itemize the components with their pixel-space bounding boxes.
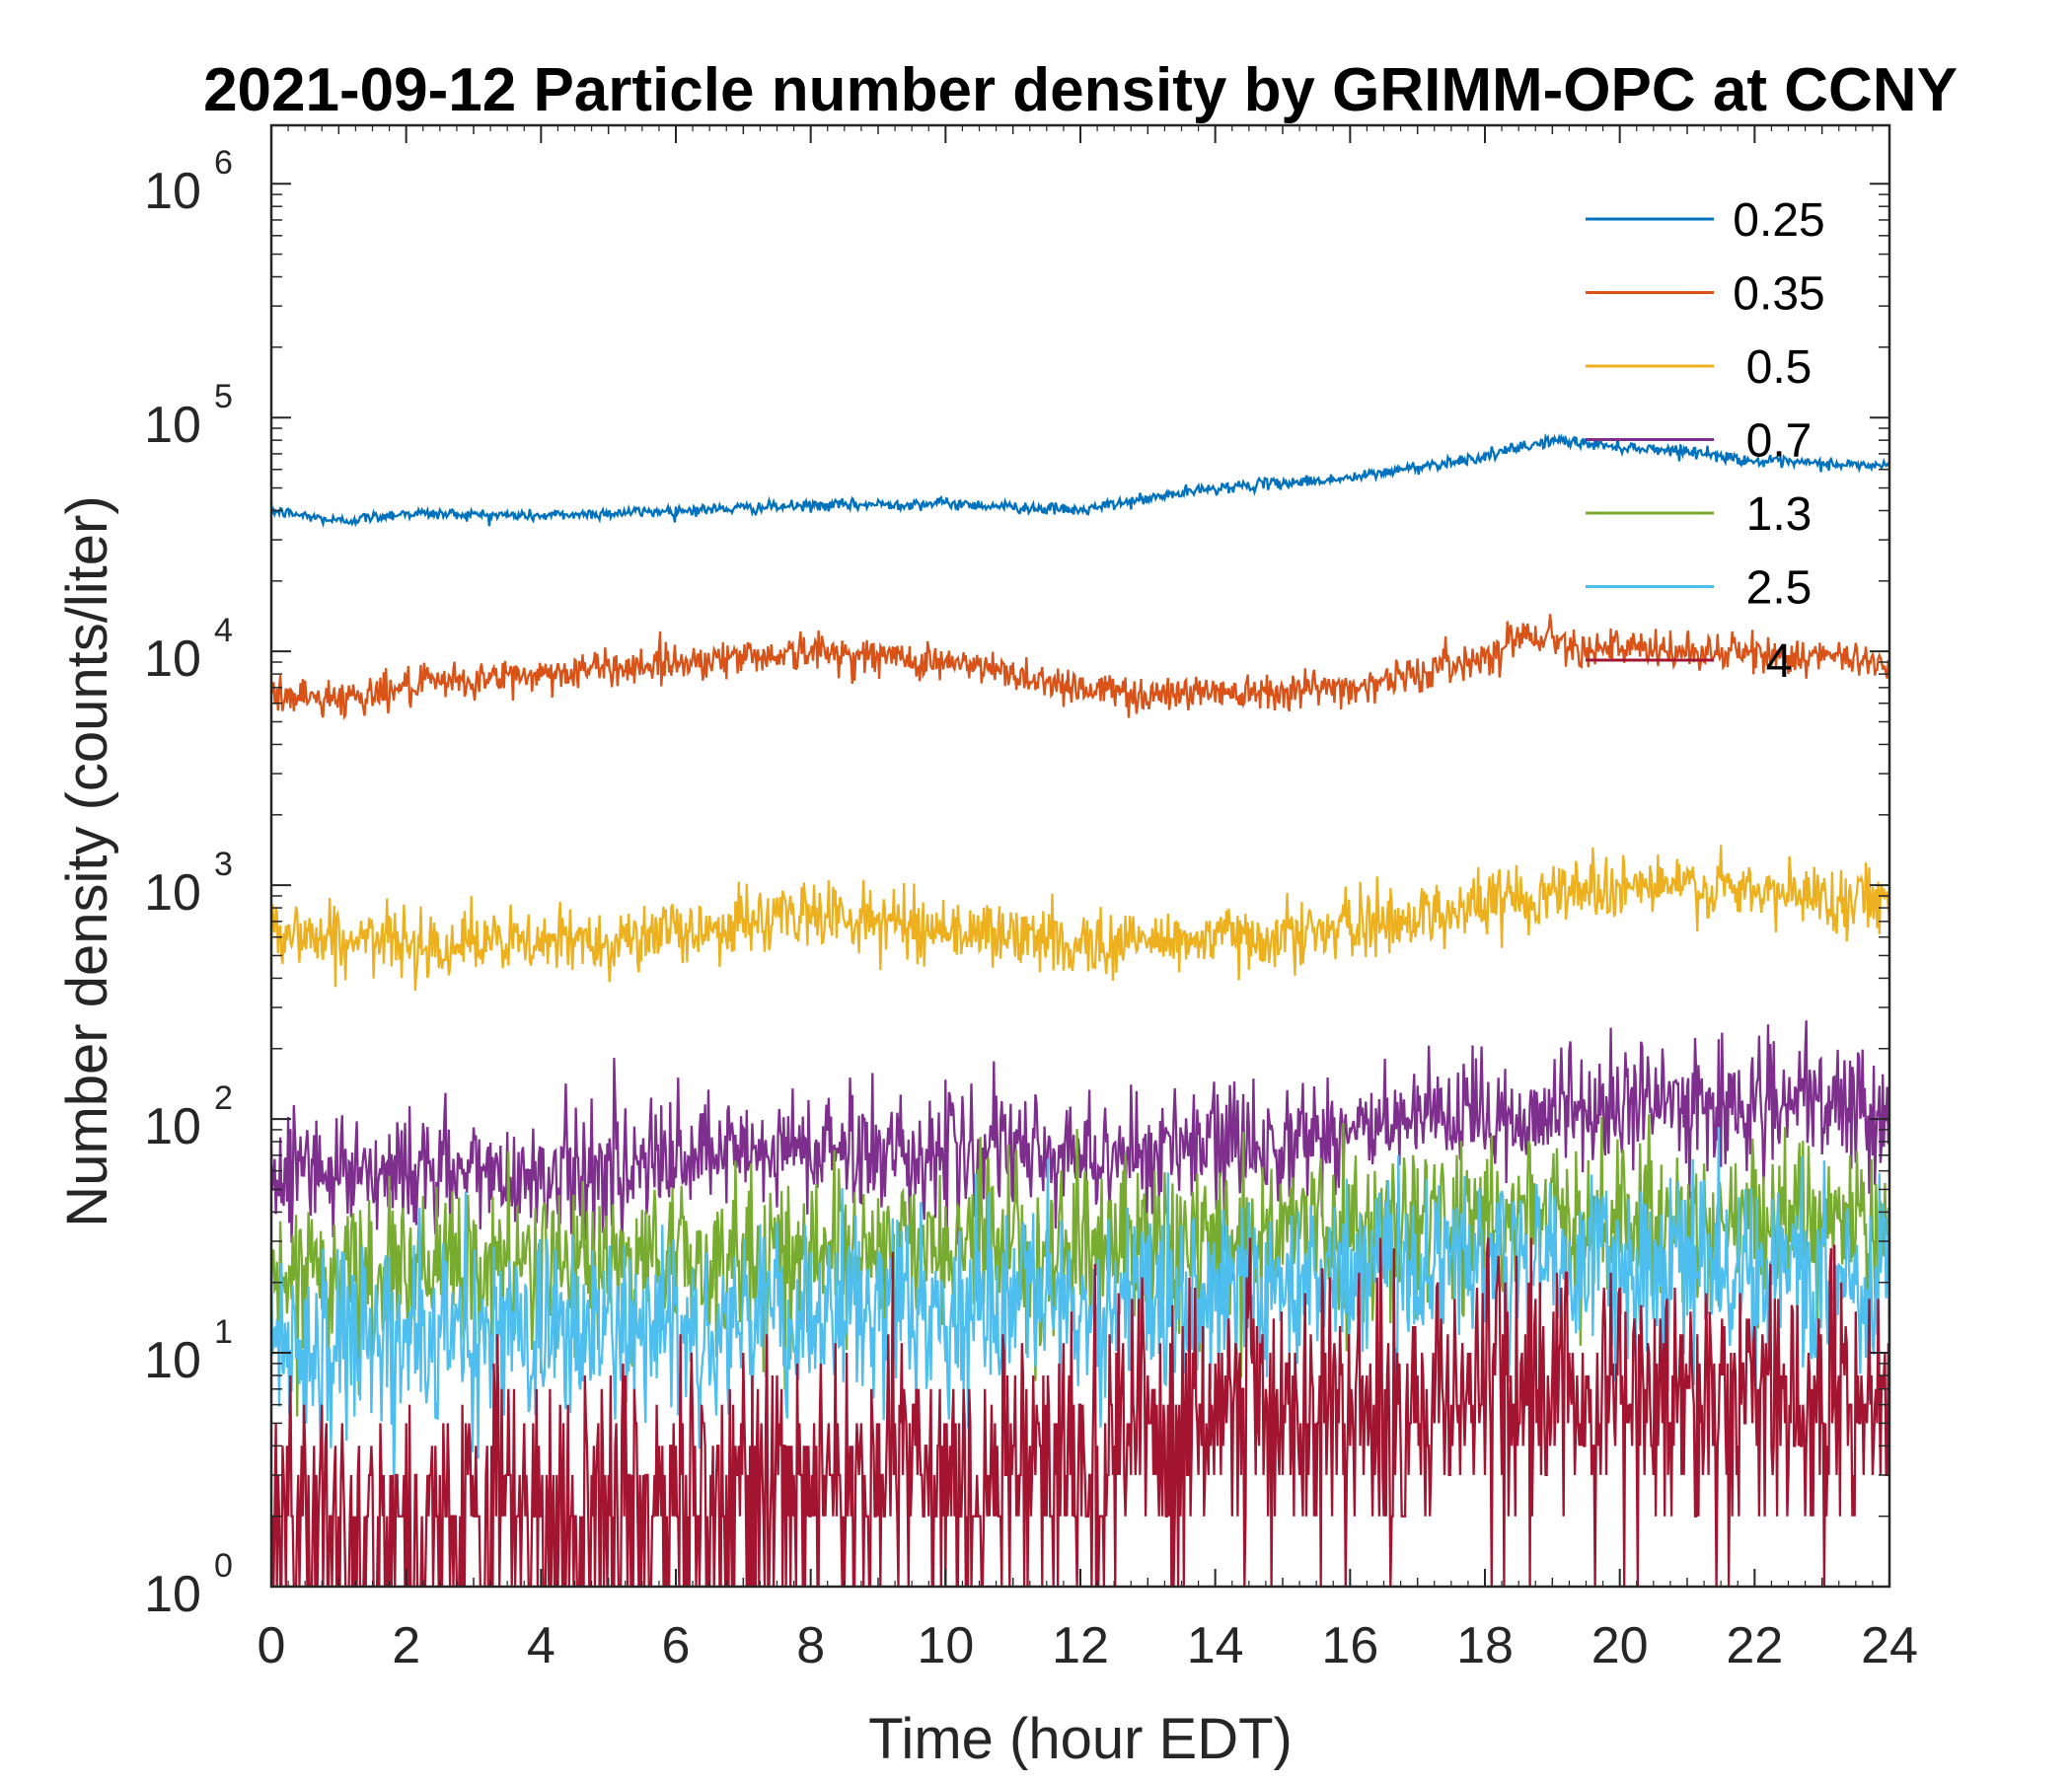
legend-label-4: 4: [1766, 635, 1793, 688]
y-tick-exponent: 2: [214, 1079, 233, 1117]
x-tick-label: 20: [1591, 1617, 1649, 1674]
series-line-4: [271, 1237, 1889, 1587]
y-tick-exponent: 0: [214, 1547, 233, 1585]
y-tick-exponent: 4: [214, 612, 233, 649]
legend-label-0-35: 0.35: [1733, 268, 1824, 321]
x-tick-label: 14: [1187, 1617, 1244, 1674]
y-tick-label: 10: [144, 163, 201, 220]
legend-label-0-25: 0.25: [1733, 194, 1824, 247]
y-tick-exponent: 6: [214, 144, 233, 182]
y-tick-label: 10: [144, 1566, 201, 1623]
y-tick-exponent: 1: [214, 1313, 233, 1351]
legend-label-2-5: 2.5: [1746, 562, 1813, 615]
y-tick-label: 10: [144, 1332, 201, 1389]
legend-label-1-3: 1.3: [1746, 488, 1813, 541]
series-line-0-7: [271, 1020, 1889, 1268]
x-tick-label: 6: [662, 1617, 691, 1674]
x-tick-label: 10: [917, 1617, 974, 1674]
x-tick-label: 18: [1456, 1617, 1514, 1674]
y-tick-exponent: 5: [214, 378, 233, 415]
series-line-1-3: [271, 1114, 1889, 1417]
y-tick-label: 10: [144, 864, 201, 922]
x-axis-label: Time (hour EDT): [868, 1707, 1293, 1771]
chart-title: 2021-09-12 Particle number density by GR…: [203, 56, 1958, 124]
series-line-0-35: [271, 614, 1889, 720]
x-tick-label: 24: [1861, 1617, 1918, 1674]
y-axis-label: Number density (counts/liter): [55, 495, 119, 1226]
legend-label-0-5: 0.5: [1746, 341, 1813, 394]
series-line-0-5: [271, 845, 1889, 992]
x-tick-label: 2: [392, 1617, 420, 1674]
y-tick-exponent: 3: [214, 846, 233, 883]
x-tick-label: 0: [258, 1617, 286, 1674]
x-tick-label: 22: [1726, 1617, 1783, 1674]
legend: 0.25 0.35 0.5 0.7 1.3 2.5 4: [1586, 194, 1825, 688]
x-tick-label: 4: [527, 1617, 555, 1674]
x-tick-label: 12: [1052, 1617, 1109, 1674]
y-tick-label: 10: [144, 1098, 201, 1155]
x-tick-label: 16: [1321, 1617, 1378, 1674]
y-tick-label: 10: [144, 397, 201, 454]
legend-label-0-7: 0.7: [1746, 415, 1813, 468]
y-tick-label: 10: [144, 631, 201, 688]
series-line-0-25: [271, 432, 1889, 529]
x-tick-label: 8: [796, 1617, 825, 1674]
plot-layer: [271, 432, 1889, 1587]
